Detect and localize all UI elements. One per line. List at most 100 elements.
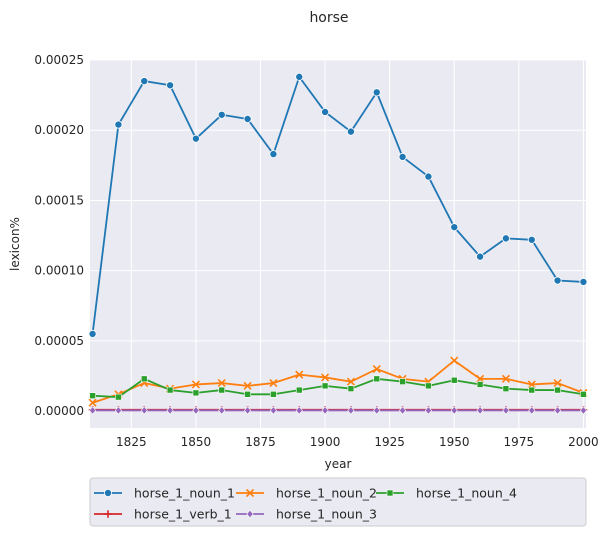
legend-item: horse_1_verb_1 — [94, 507, 232, 522]
data-point — [192, 389, 200, 397]
data-point — [295, 72, 304, 81]
data-point — [218, 406, 226, 415]
data-point — [554, 386, 561, 394]
data-point — [295, 370, 304, 379]
data-point — [373, 375, 381, 383]
legend-item: horse_1_noun_2 — [236, 486, 377, 501]
legend-label: horse_1_noun_3 — [276, 507, 377, 522]
data-point — [553, 378, 562, 388]
data-point — [243, 381, 252, 390]
x-tick-label: 1950 — [439, 435, 470, 449]
data-point — [450, 223, 459, 232]
x-axis-label: year — [325, 457, 352, 471]
data-point — [269, 378, 278, 388]
data-point — [373, 406, 381, 415]
series-horse_1_noun_4 — [89, 375, 587, 401]
x-axis-ticks: 1825 1850 1875 1900 1925 1950 1975 2000 — [116, 435, 599, 449]
y-tick-label: 0.00025 — [34, 53, 84, 67]
data-point — [115, 393, 122, 401]
series-line — [92, 377, 584, 399]
data-point — [244, 390, 251, 398]
data-point — [140, 375, 148, 383]
data-point — [191, 380, 200, 389]
series-group — [88, 72, 588, 415]
x-tick-label: 2000 — [568, 435, 599, 449]
x-tick-label: 1875 — [245, 435, 276, 449]
legend-label: horse_1_noun_1 — [134, 486, 235, 501]
data-point — [269, 150, 278, 159]
data-point — [321, 107, 330, 116]
legend-marker — [246, 509, 254, 519]
y-tick-label: 0.00015 — [34, 193, 84, 207]
legend-marker — [386, 489, 394, 497]
data-point — [295, 386, 303, 394]
data-point — [166, 81, 175, 90]
y-axis-ticks: 0.00000 0.00005 0.00010 0.00015 0.00020 0.000… — [34, 53, 84, 418]
data-point — [399, 378, 406, 385]
series-line — [92, 359, 584, 404]
data-point — [346, 377, 355, 386]
data-point — [476, 381, 484, 388]
data-point — [579, 277, 588, 286]
data-point — [528, 386, 536, 394]
grid-lines — [90, 59, 586, 428]
data-point — [321, 406, 329, 415]
data-point — [347, 406, 355, 415]
y-tick-label: 0.00010 — [34, 264, 84, 278]
plot-area — [90, 60, 586, 428]
y-axis-label: lexicon% — [8, 217, 22, 271]
y-tick-label: 0.00000 — [34, 404, 84, 418]
legend: horse_1_noun_1 horse_1_noun_2 horse_1_noun… — [89, 477, 587, 527]
data-point — [527, 235, 536, 244]
data-point — [424, 172, 433, 181]
data-point — [114, 406, 123, 415]
legend-marker — [104, 488, 113, 497]
data-point — [502, 406, 510, 415]
legend-item: horse_1_noun_1 — [94, 486, 235, 501]
data-point — [88, 398, 97, 407]
y-tick-label: 0.00005 — [34, 334, 84, 348]
series-line — [91, 75, 584, 335]
data-point — [192, 406, 200, 415]
data-point — [140, 77, 149, 86]
legend-marker — [245, 488, 255, 498]
x-tick-label: 1900 — [310, 435, 341, 449]
data-point — [140, 406, 148, 415]
data-point — [191, 134, 200, 143]
data-point — [450, 376, 458, 384]
x-tick-label: 1850 — [181, 435, 212, 449]
data-point — [450, 356, 459, 365]
data-point — [243, 114, 252, 123]
chart-title: horse — [309, 10, 348, 26]
data-point — [501, 234, 510, 243]
data-point — [114, 120, 123, 129]
data-point — [295, 406, 303, 415]
series-horse_1_noun_3 — [88, 406, 588, 415]
data-point — [269, 406, 278, 415]
data-point — [217, 378, 226, 388]
data-point — [476, 252, 485, 261]
data-point — [166, 386, 174, 394]
data-point — [579, 406, 588, 415]
legend-label: horse_1_noun_4 — [416, 486, 517, 501]
data-point — [270, 390, 277, 398]
data-point — [580, 390, 587, 398]
x-tick-label: 1925 — [374, 435, 405, 449]
data-point — [424, 406, 433, 415]
data-point — [218, 386, 226, 394]
data-point — [88, 406, 97, 415]
series-horse_1_noun_1 — [88, 72, 588, 338]
data-point — [372, 88, 381, 97]
data-point — [425, 382, 432, 390]
data-point — [398, 152, 407, 161]
data-point — [321, 373, 330, 382]
data-point — [346, 127, 355, 136]
legend-label: horse_1_verb_1 — [134, 507, 232, 522]
data-point — [501, 374, 510, 383]
data-point — [347, 385, 355, 392]
x-tick-label: 1975 — [504, 435, 535, 449]
legend-item: horse_1_noun_4 — [376, 486, 517, 501]
data-point — [217, 110, 226, 119]
data-point — [372, 364, 381, 374]
